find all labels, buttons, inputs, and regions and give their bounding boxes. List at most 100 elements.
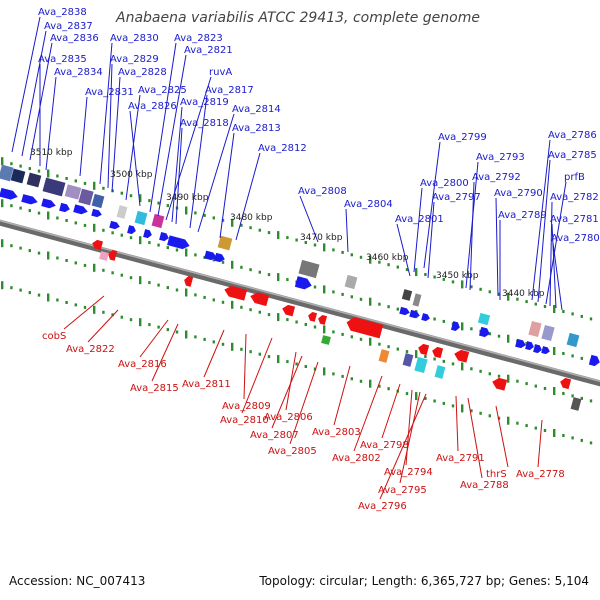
- reverse-gene-arrow: [492, 377, 508, 391]
- label-leader-line: [285, 351, 297, 411]
- gene-label: Ava_2816: [118, 359, 167, 370]
- gene-label: Ava_2786: [548, 130, 597, 141]
- scale-tick: [19, 288, 22, 292]
- feature-block: [402, 353, 414, 367]
- scale-tick: [277, 355, 280, 364]
- kbp-label: 3500 kbp: [110, 170, 153, 180]
- label-leader-line: [299, 195, 319, 243]
- scale-tick: [433, 275, 436, 279]
- scale-tick: [571, 394, 574, 398]
- scale-tick: [286, 278, 289, 282]
- scale-tick: [461, 280, 464, 289]
- scale-tick: [359, 255, 363, 259]
- map-title: Anabaena variabilis ATCC 29413, complete…: [115, 10, 480, 26]
- scale-tick: [102, 268, 105, 272]
- feature-block: [344, 274, 358, 290]
- forward-gene-arrow: [73, 204, 88, 215]
- gene-label: Ava_2792: [472, 172, 521, 183]
- scale-tick: [240, 265, 243, 269]
- scale-tick: [497, 292, 501, 296]
- scale-tick: [267, 313, 271, 317]
- scale-tick: [369, 337, 372, 346]
- scale-tick: [212, 258, 215, 262]
- scale-tick: [378, 260, 381, 264]
- scale-tick: [258, 270, 261, 274]
- scale-tick: [350, 335, 353, 339]
- scale-tick: [10, 244, 13, 248]
- forward-gene-arrow: [588, 354, 600, 367]
- gene-label: Ava_2804: [344, 199, 393, 210]
- scale-tick: [497, 416, 501, 420]
- scale-tick: [120, 273, 123, 277]
- scale-tick: [65, 219, 68, 222]
- label-leader-line: [107, 63, 113, 189]
- scale-tick: [203, 337, 206, 341]
- label-leader-line: [149, 42, 177, 213]
- label-leader-line: [203, 329, 225, 378]
- forward-gene-arrow: [167, 235, 190, 250]
- gene-label: Ava_2791: [436, 453, 485, 464]
- scale-tick: [387, 305, 390, 309]
- feature-block: [412, 293, 422, 307]
- gene-label: Ava_2823: [174, 33, 223, 44]
- scale-tick: [359, 297, 363, 301]
- scale-tick: [185, 248, 188, 257]
- scale-tick: [562, 352, 565, 355]
- scale-tick: [387, 387, 390, 391]
- gene-label: Ava_2797: [432, 192, 481, 203]
- scale-tick: [185, 330, 188, 339]
- label-leader-line: [197, 113, 235, 233]
- kbp-label: 3440 kbp: [502, 289, 545, 299]
- scale-tick: [341, 374, 344, 378]
- reverse-gene-arrow: [560, 377, 572, 390]
- scale-tick: [148, 323, 151, 327]
- scale-tick: [19, 246, 22, 250]
- label-leader-line: [381, 383, 401, 439]
- scale-tick: [267, 355, 271, 359]
- gene-label: ruvA: [209, 67, 232, 78]
- scale-tick: [543, 429, 547, 432]
- gene-label: Ava_2798: [360, 440, 409, 451]
- scale-tick: [332, 372, 335, 376]
- label-leader-line: [271, 355, 303, 429]
- scale-tick: [277, 273, 280, 282]
- gene-label: Ava_2825: [138, 85, 187, 96]
- scale-tick: [56, 174, 59, 178]
- feature-block: [116, 205, 128, 219]
- scale-tick: [589, 317, 593, 321]
- forward-gene-arrow: [127, 225, 136, 235]
- scale-tick: [470, 285, 473, 289]
- gene-label: Ava_2810: [220, 415, 269, 426]
- scale-tick: [396, 307, 399, 311]
- reverse-gene-arrow: [432, 346, 444, 359]
- gene-label: Ava_2781: [550, 214, 599, 225]
- feature-block: [99, 251, 109, 261]
- scale-tick: [433, 357, 436, 361]
- scale-tick: [488, 290, 491, 294]
- kbp-label: 3470 kbp: [300, 233, 343, 243]
- gene-label: Ava_2788: [460, 480, 509, 491]
- feature-block: [321, 335, 331, 345]
- scale-tick: [323, 243, 326, 252]
- scale-tick: [249, 350, 252, 354]
- scale-tick: [267, 231, 271, 235]
- scale-tick: [221, 342, 225, 346]
- scale-tick: [231, 300, 234, 309]
- scale-tick: [93, 263, 96, 272]
- label-leader-line: [11, 16, 41, 153]
- scale-tick: [19, 164, 22, 168]
- gene-label: Ava_2835: [38, 54, 87, 65]
- feature-block: [570, 397, 582, 411]
- scale-tick: [139, 276, 142, 285]
- forward-gene-arrow: [159, 231, 169, 242]
- scale-tick: [304, 241, 307, 244]
- scale-tick: [313, 243, 317, 247]
- scale-tick: [323, 325, 326, 334]
- feature-block: [298, 259, 320, 279]
- label-leader-line: [111, 76, 121, 193]
- gene-label: prfB: [564, 172, 585, 183]
- reverse-gene-arrow: [308, 311, 318, 322]
- scale-tick: [295, 238, 298, 242]
- scale-tick: [212, 340, 215, 344]
- scale-tick: [378, 342, 381, 346]
